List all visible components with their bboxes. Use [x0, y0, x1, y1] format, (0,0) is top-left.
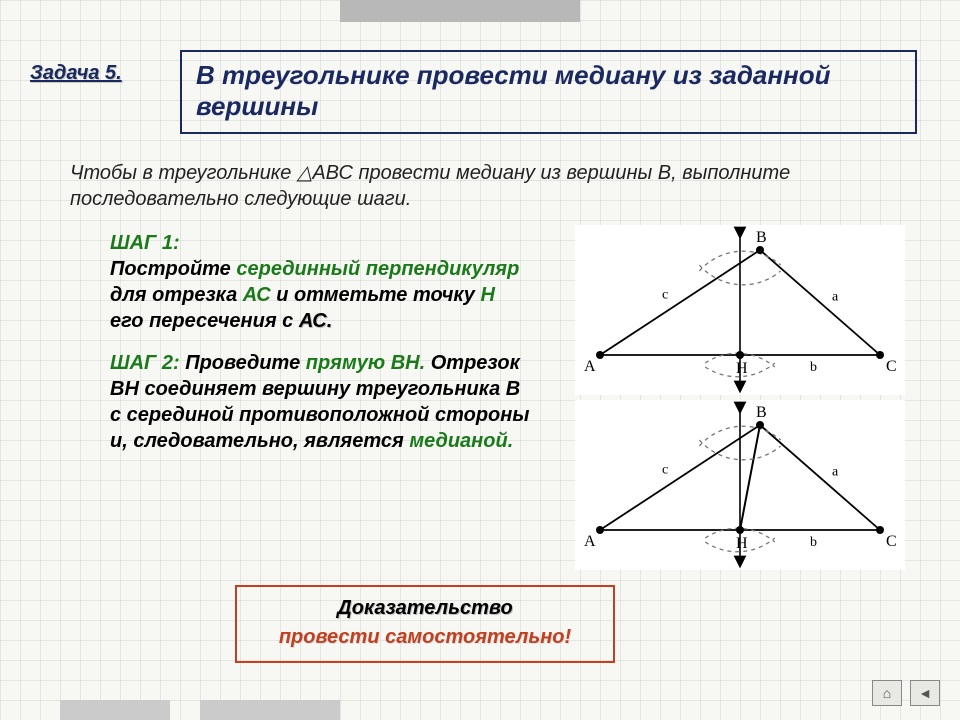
task-label: Задача 5.: [30, 62, 122, 85]
svg-text:C: C: [886, 358, 897, 375]
step2-t1: Проведите: [180, 352, 306, 374]
step-2: ШАГ 2: Проведите прямую ВН. Отрезок ВН с…: [110, 350, 530, 454]
proof-box: Доказательство провести самостоятельно!: [235, 585, 615, 663]
home-icon: ⌂: [883, 685, 891, 701]
svg-text:H: H: [736, 535, 748, 552]
proof-line1: Доказательство: [245, 597, 605, 620]
svg-text:a: a: [832, 290, 839, 305]
svg-text:B: B: [756, 404, 767, 421]
step1-hl2: АС: [243, 284, 271, 306]
title-box: В треугольнике провести медиану из задан…: [180, 50, 917, 134]
svg-text:c: c: [662, 463, 668, 478]
step1-hl4: АС.: [299, 310, 332, 332]
nav-back-button[interactable]: ◄: [910, 680, 940, 706]
svg-text:H: H: [736, 360, 748, 377]
svg-text:c: c: [662, 288, 668, 303]
nav-home-button[interactable]: ⌂: [872, 680, 902, 706]
bottom-strip-2: [200, 700, 340, 720]
arrow-left-icon: ◄: [918, 685, 932, 701]
svg-text:C: C: [886, 533, 897, 550]
step2-hl1: прямую ВН.: [306, 352, 425, 374]
steps: ШАГ 1: Постройте серединный перпендикуля…: [110, 230, 530, 470]
figure-step2: A B C Hc a b: [575, 400, 905, 570]
intro-text: Чтобы в треугольнике △АВС провести медиа…: [70, 160, 890, 212]
svg-text:b: b: [810, 535, 817, 550]
step1-t2: для отрезка: [110, 284, 243, 306]
proof-line2: провести самостоятельно!: [245, 626, 605, 649]
figure-step1: A B C Hc a b: [575, 225, 905, 395]
step-1: ШАГ 1: Постройте серединный перпендикуля…: [110, 230, 530, 334]
page-title: В треугольнике провести медиану из задан…: [196, 60, 901, 122]
svg-text:B: B: [756, 229, 767, 246]
step2-heading: ШАГ 2:: [110, 352, 180, 374]
step1-heading: ШАГ 1:: [110, 232, 180, 254]
step1-hl3: Н: [480, 284, 494, 306]
svg-text:A: A: [584, 533, 596, 550]
svg-text:b: b: [810, 360, 817, 375]
step1-hl1: серединный перпендикуляр: [236, 258, 519, 280]
nav-buttons: ⌂ ◄: [872, 680, 940, 706]
step1-t4: его пересечения с: [110, 310, 299, 332]
svg-text:a: a: [832, 465, 839, 480]
step2-hl2: медианой.: [409, 430, 513, 452]
bottom-strip-1: [60, 700, 170, 720]
svg-text:A: A: [584, 358, 596, 375]
step1-t3: и отметьте точку: [271, 284, 481, 306]
top-strip: [340, 0, 580, 22]
step1-t1: Постройте: [110, 258, 236, 280]
